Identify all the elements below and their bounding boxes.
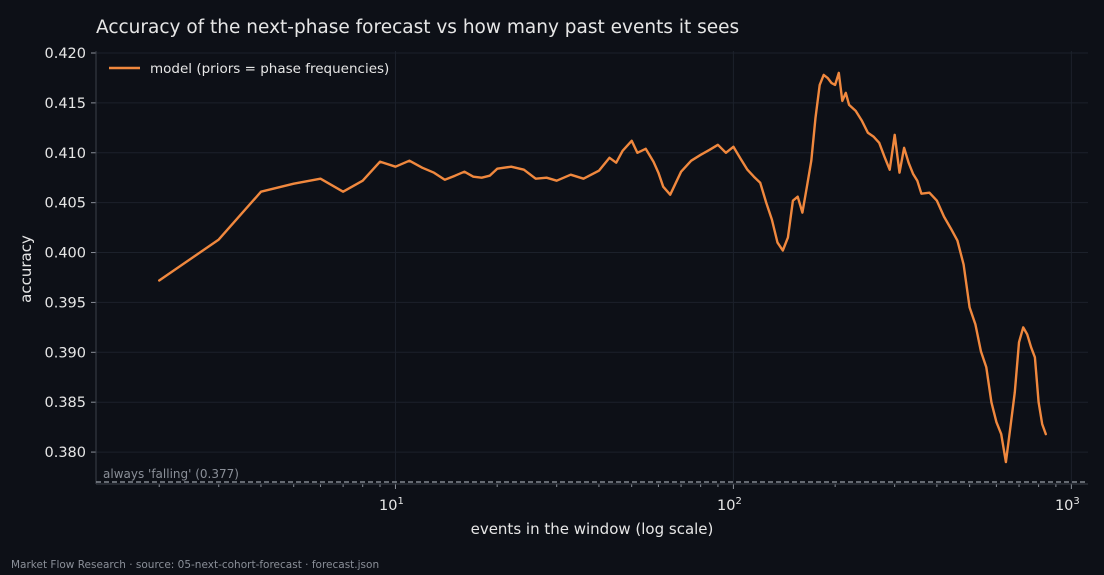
y-tick-label: 0.395 — [44, 295, 86, 311]
axes: 0.380 0.385 0.390 0.395 0.400 0.405 0.410 0.415… — [44, 46, 1088, 514]
x-tick-label: 102 — [717, 496, 742, 514]
x-axis-label: events in the window (log scale) — [471, 520, 714, 538]
legend: model (priors = phase frequencies) — [109, 61, 389, 77]
baseline: always 'falling' (0.377) — [96, 467, 1088, 483]
series-line-model — [157, 71, 1048, 464]
chart-title: Accuracy of the next-phase forecast vs h… — [96, 17, 739, 38]
y-tick-label: 0.380 — [44, 445, 86, 461]
baseline-label: always 'falling' (0.377) — [103, 467, 239, 481]
y-tick-label: 0.385 — [44, 395, 86, 411]
x-tick-label: 101 — [379, 496, 404, 514]
y-tick-label: 0.400 — [44, 246, 86, 262]
y-axis-label: accuracy — [17, 235, 35, 303]
footer-source: Market Flow Research · source: 05-next-c… — [11, 559, 380, 571]
y-tick-label: 0.390 — [44, 345, 86, 361]
series-layer — [157, 71, 1048, 464]
x-tick-label: 103 — [1055, 496, 1080, 514]
y-tick-label: 0.415 — [44, 96, 86, 112]
y-tick-label: 0.410 — [44, 146, 86, 162]
y-tick-label: 0.405 — [44, 196, 86, 212]
grid-lines — [96, 51, 1088, 484]
legend-label: model (priors = phase frequencies) — [150, 61, 389, 77]
y-tick-label: 0.420 — [44, 46, 86, 62]
